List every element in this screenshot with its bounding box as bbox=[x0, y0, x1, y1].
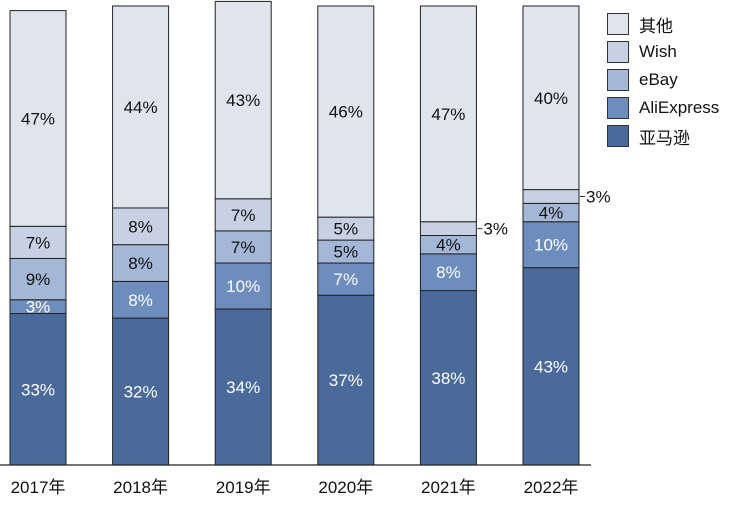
legend-swatch-3 bbox=[607, 97, 629, 119]
data-label-2-4: 4% bbox=[436, 236, 461, 255]
legend-swatch-0 bbox=[607, 13, 629, 35]
legend-item-4: 亚马逊 bbox=[607, 122, 719, 150]
data-label-3-3: 5% bbox=[334, 220, 359, 239]
bar-segment-4-0 bbox=[9, 10, 67, 227]
legend-label-1: Wish bbox=[639, 42, 677, 61]
data-label-0-2: 34% bbox=[226, 378, 260, 397]
x-tick-label-1: 2018年 bbox=[113, 478, 168, 497]
x-tick-label-4: 2021年 bbox=[421, 478, 476, 497]
data-label-3-4: 3% bbox=[483, 220, 508, 239]
data-label-3-5: 3% bbox=[586, 187, 611, 206]
data-label-1-0: 3% bbox=[26, 298, 51, 317]
data-label-3-0: 7% bbox=[26, 233, 51, 252]
x-tick-label-0: 2017年 bbox=[11, 478, 66, 497]
bar-segment-4-3 bbox=[317, 5, 375, 218]
bar-segment-3-0 bbox=[9, 225, 67, 259]
data-label-2-1: 8% bbox=[128, 254, 153, 273]
data-label-4-1: 44% bbox=[124, 98, 158, 117]
bar-segment-2-2 bbox=[214, 230, 272, 264]
bar-segment-3-4 bbox=[419, 221, 477, 236]
data-label-0-3: 37% bbox=[329, 371, 363, 390]
x-tick-label-3: 2020年 bbox=[318, 478, 373, 497]
legend-label-0: 其他 bbox=[639, 16, 673, 36]
data-label-3-2: 7% bbox=[231, 206, 256, 225]
data-label-2-3: 5% bbox=[334, 243, 359, 262]
data-label-1-3: 7% bbox=[334, 270, 359, 289]
legend-item-2: eBay bbox=[607, 66, 719, 94]
bar-segment-4-1 bbox=[112, 5, 170, 209]
bar-segment-3-2 bbox=[214, 198, 272, 232]
bar-segment-1-5 bbox=[522, 221, 580, 269]
data-label-0-4: 38% bbox=[431, 369, 465, 388]
data-label-0-0: 33% bbox=[21, 380, 55, 399]
data-label-3-1: 8% bbox=[128, 217, 153, 236]
bar-segment-0-1 bbox=[112, 317, 170, 466]
bar-segment-0-3 bbox=[317, 294, 375, 466]
legend-swatch-2 bbox=[607, 69, 629, 91]
data-label-1-5: 10% bbox=[534, 236, 568, 255]
legend-swatch-4 bbox=[607, 125, 629, 147]
bar-segment-1-2 bbox=[214, 262, 272, 310]
legend-label-3: AliExpress bbox=[639, 98, 720, 117]
bar-segment-0-0 bbox=[9, 313, 67, 466]
data-label-4-3: 46% bbox=[329, 103, 363, 122]
bar-segment-0-4 bbox=[419, 290, 477, 466]
data-label-1-2: 10% bbox=[226, 277, 260, 296]
data-label-4-4: 47% bbox=[431, 105, 465, 124]
legend-swatch-1 bbox=[607, 41, 629, 63]
data-label-0-1: 32% bbox=[124, 383, 158, 402]
data-label-4-0: 47% bbox=[21, 109, 55, 128]
bar-segment-0-2 bbox=[214, 308, 272, 466]
x-tick-label-2: 2019年 bbox=[216, 478, 271, 497]
legend-item-3: AliExpress bbox=[607, 94, 719, 122]
x-tick-label-5: 2022年 bbox=[524, 478, 579, 497]
legend-item-0: 其他 bbox=[607, 10, 719, 38]
data-label-4-5: 40% bbox=[534, 89, 568, 108]
data-label-2-5: 4% bbox=[539, 204, 564, 223]
data-label-4-2: 43% bbox=[226, 91, 260, 110]
bar-segment-4-5 bbox=[522, 5, 580, 191]
data-label-1-1: 8% bbox=[128, 291, 153, 310]
legend-item-1: Wish bbox=[607, 38, 719, 66]
data-label-2-0: 9% bbox=[26, 270, 51, 289]
data-label-1-4: 8% bbox=[436, 263, 461, 282]
legend-label-2: eBay bbox=[639, 70, 678, 89]
bar-segment-2-0 bbox=[9, 257, 67, 301]
legend-label-4: 亚马逊 bbox=[639, 128, 690, 148]
bar-segment-1-1 bbox=[112, 280, 170, 319]
bar-segment-2-1 bbox=[112, 244, 170, 282]
data-label-2-2: 7% bbox=[231, 238, 256, 257]
bar-segment-4-4 bbox=[419, 5, 477, 223]
bar-segment-1-3 bbox=[317, 262, 375, 296]
bar-segment-3-5 bbox=[522, 189, 580, 204]
bar-segment-4-2 bbox=[214, 0, 272, 200]
legend: 其他 Wish eBay AliExpress 亚马逊 bbox=[607, 10, 719, 150]
data-label-0-5: 43% bbox=[534, 357, 568, 376]
